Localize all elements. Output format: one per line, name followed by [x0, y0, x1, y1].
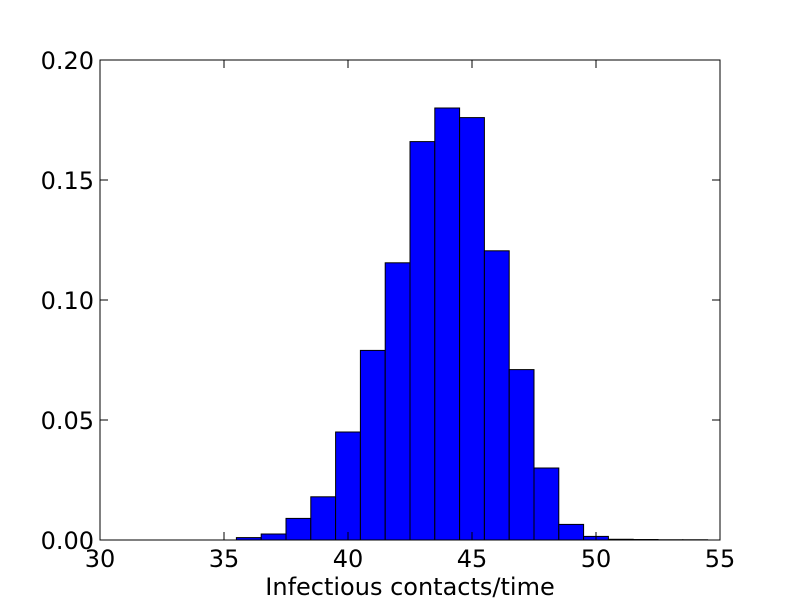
histogram-bars: [235, 107, 709, 541]
axis-tick-labels: 30 35 40 45 50 55 0.00 0.05 0.10 0.15 0.20: [41, 47, 736, 573]
histogram-bar-4: [335, 431, 361, 541]
x-tick-label-0: 30: [85, 545, 116, 573]
x-tick-label-2: 40: [333, 545, 364, 573]
histogram-bar-12: [533, 467, 560, 541]
x-tick-label-5: 55: [705, 545, 736, 573]
axis-ticks: [99, 59, 721, 541]
histogram-bar-3: [310, 496, 337, 541]
x-tick-label-1: 35: [209, 545, 240, 573]
histogram-bar-1: [260, 533, 287, 541]
histogram-bar-7: [409, 141, 436, 541]
histogram-bar-10: [483, 250, 510, 541]
y-tick-label-1: 0.05: [41, 407, 94, 435]
histogram-bar-6: [384, 262, 411, 541]
histogram-bar-9: [459, 117, 485, 541]
y-tick-label-2: 0.10: [41, 287, 94, 315]
histogram-bar-2: [285, 517, 312, 541]
x-tick-label-4: 50: [581, 545, 612, 573]
x-axis-label: Infectious contacts/time: [265, 573, 554, 600]
x-tick-label-3: 45: [457, 545, 488, 573]
histogram-bar-13: [558, 523, 585, 541]
y-tick-label-0: 0.00: [41, 527, 94, 555]
histogram-bar-8: [434, 107, 461, 541]
y-tick-label-4: 0.20: [41, 47, 94, 75]
y-tick-label-3: 0.15: [41, 167, 94, 195]
histogram-bar-11: [508, 369, 535, 541]
histogram-bar-5: [359, 349, 386, 541]
